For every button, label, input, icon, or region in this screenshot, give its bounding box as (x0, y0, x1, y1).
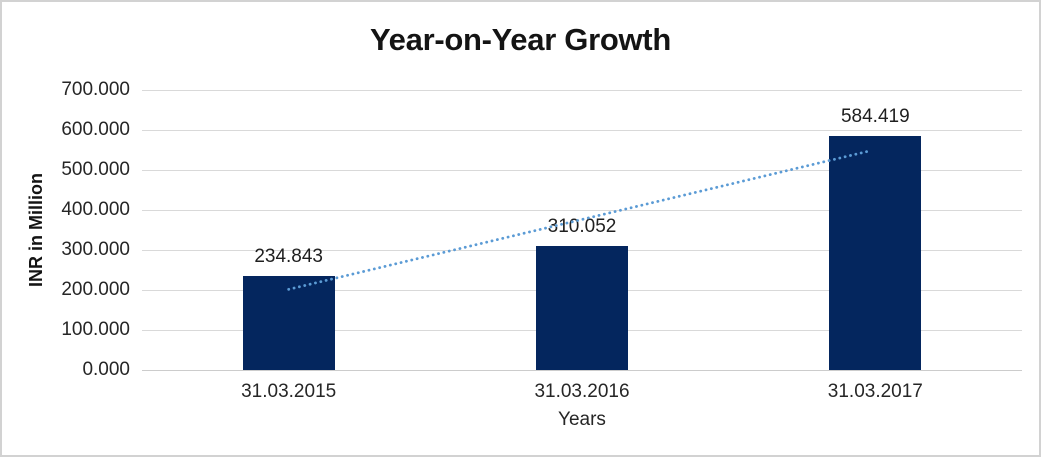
plot-area: 234.843 310.052 584.419 (142, 90, 1022, 371)
y-tick-label: 400.000 (61, 199, 130, 220)
y-tick-label: 200.000 (61, 279, 130, 300)
y-tick-label: 0.000 (82, 359, 130, 380)
y-tick-label: 600.000 (61, 119, 130, 140)
x-tick-label: 31.03.2015 (241, 381, 337, 402)
gridline (142, 210, 1022, 211)
x-tick-label: 31.03.2016 (534, 381, 630, 402)
bar (536, 245, 628, 370)
trendline-path (287, 149, 871, 291)
bar-data-label: 584.419 (840, 106, 910, 128)
bar (829, 136, 922, 370)
chart-title: Year-on-Year Growth (370, 22, 671, 57)
gridline (142, 130, 1022, 131)
y-tick-label: 700.000 (61, 79, 130, 100)
gridline (142, 90, 1022, 91)
gridline (142, 170, 1022, 171)
y-tick-label: 300.000 (61, 239, 130, 260)
bar-data-label: 310.052 (547, 215, 617, 237)
bar-data-label: 234.843 (254, 246, 323, 268)
x-axis-line (142, 370, 1022, 371)
x-axis-title: Years (558, 409, 606, 430)
x-tick-label: 31.03.2017 (827, 381, 923, 402)
bar (242, 276, 335, 370)
y-tick-label: 100.000 (61, 319, 130, 340)
y-tick-label: 500.000 (61, 159, 130, 180)
trendline (287, 149, 871, 291)
